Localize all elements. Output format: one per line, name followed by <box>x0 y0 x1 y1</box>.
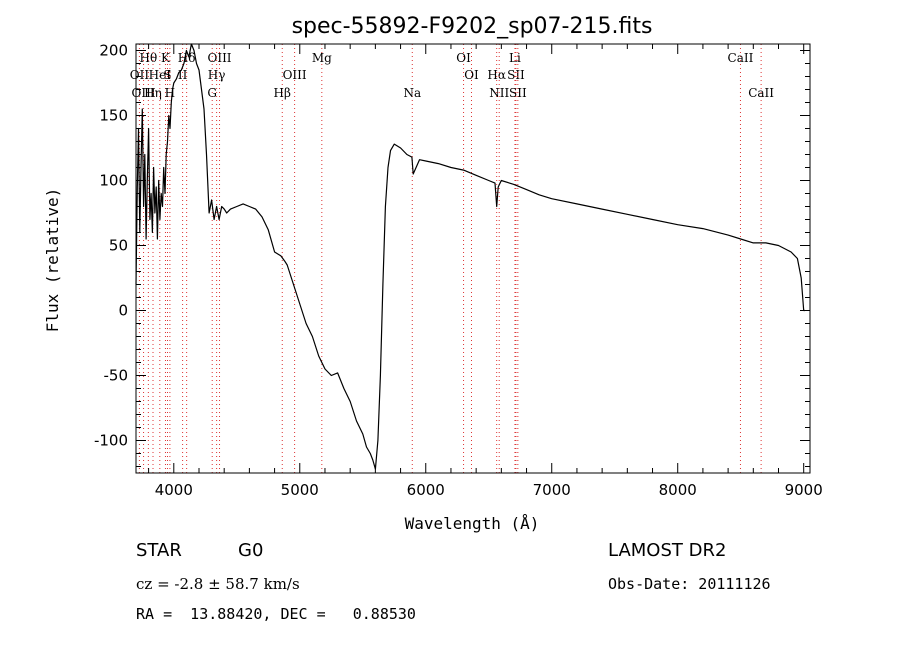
coordinates: RA = 13.88420, DEC = 0.88530 <box>136 605 416 623</box>
spectral-line-label: OI <box>456 51 471 65</box>
spectral-line-label: CaII <box>728 51 754 65</box>
y-tick-label: -100 <box>94 432 128 450</box>
spectral-line-label: Hβ <box>274 86 291 100</box>
survey-name: LAMOST DR2 <box>608 540 727 561</box>
spectral-line-label: S <box>163 68 171 82</box>
spectral-line-label: II <box>178 68 188 82</box>
x-tick-label: 5000 <box>281 481 319 499</box>
obs-date: Obs-Date: 20111126 <box>608 575 771 593</box>
spectral-line-label: K <box>161 51 171 65</box>
spectral-line-label: CaII <box>748 86 774 100</box>
y-axis-label: Flux (relative) <box>43 188 62 333</box>
object-subclass: G0 <box>238 540 264 561</box>
y-tick-label: 50 <box>109 237 128 255</box>
spectral-line-label: Mg <box>312 51 332 65</box>
x-tick-label: 8000 <box>659 481 697 499</box>
x-tick-label: 7000 <box>533 481 571 499</box>
spectral-line-label: Hη <box>144 86 162 100</box>
spectral-line-label: SII <box>509 86 527 100</box>
spectral-line-label: Na <box>403 86 421 100</box>
spectral-lines: HθOIIOIIIHηKHeISHHδIIOIIIHγGOIIIHβMgNaOI… <box>130 44 774 473</box>
y-tick-label: 150 <box>99 107 128 125</box>
y-tick-label: -50 <box>104 367 129 385</box>
spectrum-curve-group <box>135 43 805 470</box>
plot-frame <box>135 43 811 474</box>
y-tick-label: 0 <box>118 302 128 320</box>
y-tick-label: 200 <box>99 42 128 60</box>
redshift-text: cz = -2.8 ± 58.7 km/s <box>136 575 300 593</box>
spectral-line-label: OIII <box>207 51 231 65</box>
y-tick-label: 100 <box>99 172 128 190</box>
spectrum-curve <box>135 43 805 470</box>
spectral-line-label: NII <box>489 86 509 100</box>
spectral-line-label: Hγ <box>208 68 226 82</box>
spectral-line-label: Li <box>509 51 521 65</box>
spectral-line-label: OI <box>464 68 479 82</box>
x-tick-label: 4000 <box>155 481 193 499</box>
x-tick-label: 6000 <box>407 481 445 499</box>
spectral-line-label: HeI <box>149 68 172 82</box>
spectral-line-label: Hα <box>487 68 506 82</box>
spectral-line-label: OIII <box>283 68 307 82</box>
spectral-line-label: OII <box>130 68 150 82</box>
chart-title: spec-55892-F9202_sp07-215.fits <box>292 14 653 39</box>
x-axis-label: Wavelength (Å) <box>405 514 540 533</box>
spectral-line-label: Hθ <box>139 51 157 65</box>
spectral-line-label: H <box>165 86 175 100</box>
object-class: STAR <box>136 540 182 561</box>
spectral-line-label: Hδ <box>178 51 196 65</box>
spectral-line-label: SII <box>507 68 525 82</box>
axis-ticks: 4000 5000 6000 7000 8000 9000 -100 -50 0 50 100 150… <box>94 42 823 500</box>
x-tick-label: 9000 <box>785 481 823 499</box>
spectral-line-label: G <box>207 86 217 100</box>
